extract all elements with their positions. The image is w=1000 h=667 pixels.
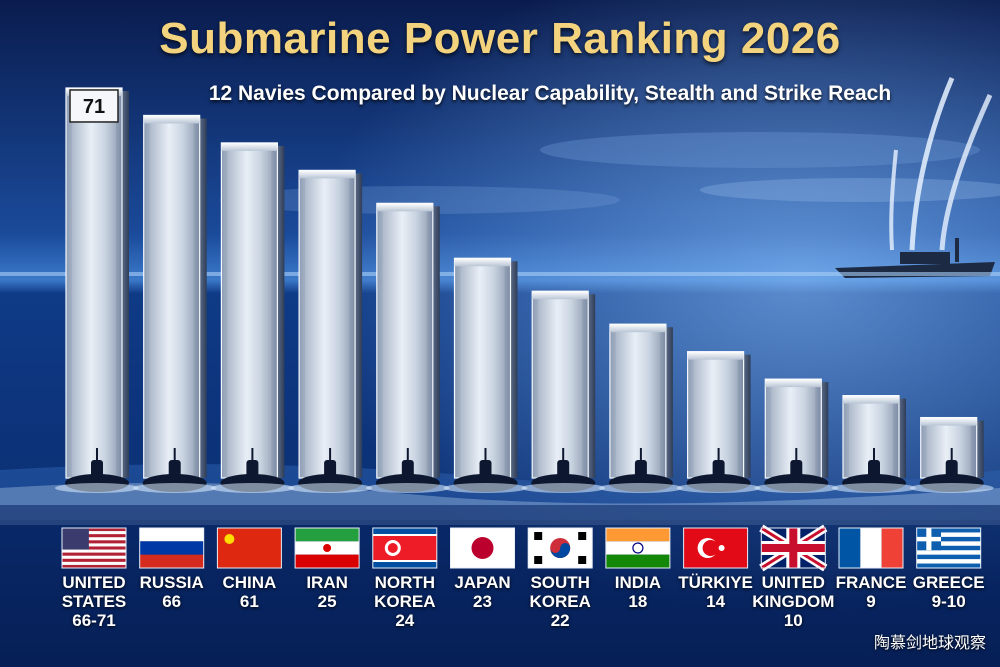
france-flag-icon bbox=[838, 527, 904, 569]
uk-flag-icon bbox=[759, 524, 828, 572]
chart-title: Submarine Power Ranking 2026 bbox=[159, 14, 841, 63]
category-value-label: 10 bbox=[783, 611, 803, 630]
category-label: RUSSIA 66 bbox=[130, 573, 214, 611]
north-korea-flag-icon bbox=[372, 527, 438, 569]
submarine-icon bbox=[443, 448, 528, 493]
submarine-icon bbox=[832, 448, 916, 493]
category-name: SOUTH KOREA bbox=[529, 573, 591, 611]
submarine-icon bbox=[288, 448, 373, 493]
south-korea-flag-icon bbox=[527, 527, 593, 569]
turkiye-flag-icon bbox=[683, 527, 749, 569]
bar bbox=[443, 257, 528, 493]
category-value-label: 66-71 bbox=[72, 611, 116, 630]
category-value-label: 18 bbox=[628, 592, 648, 611]
category-label: NORTH KOREA 24 bbox=[363, 573, 447, 630]
category-label: CHINA 61 bbox=[207, 573, 291, 611]
category-name: IRAN bbox=[306, 573, 348, 592]
category-value-label: 24 bbox=[395, 611, 415, 630]
category-value-label: 9 bbox=[866, 592, 876, 611]
bar bbox=[832, 395, 916, 493]
us-flag-icon bbox=[61, 527, 127, 569]
category-label: JAPAN 23 bbox=[441, 573, 525, 611]
submarine-icon bbox=[210, 448, 295, 493]
category-value-label: 22 bbox=[550, 611, 570, 630]
bar bbox=[521, 290, 606, 493]
category-name: INDIA bbox=[614, 573, 662, 592]
top-value-box bbox=[69, 89, 119, 123]
category-value-label: 61 bbox=[239, 592, 259, 611]
china-flag-icon bbox=[216, 527, 282, 569]
category-label: GREECE 9-10 bbox=[907, 573, 991, 611]
category-name: JAPAN bbox=[454, 573, 511, 592]
iran-flag-icon bbox=[294, 527, 360, 569]
india-flag-icon bbox=[605, 527, 671, 569]
category-name: GREECE bbox=[912, 573, 985, 592]
category-name: CHINA bbox=[222, 573, 277, 592]
greece-flag-icon bbox=[916, 527, 982, 569]
category-value-label: 9-10 bbox=[931, 592, 966, 611]
category-label: UNITED STATES 66-71 bbox=[52, 573, 136, 630]
category-name: TÜRKIYE bbox=[678, 573, 753, 592]
bar bbox=[365, 202, 450, 493]
category-name: RUSSIA bbox=[139, 573, 204, 592]
category-label: SOUTH KOREA 22 bbox=[518, 573, 602, 630]
category-value-label: 23 bbox=[473, 592, 492, 611]
category-label: IRAN 25 bbox=[285, 573, 369, 611]
bar bbox=[288, 169, 373, 493]
top-value-label: 71 bbox=[83, 96, 105, 118]
watermark: 陶慕剑地球观察 bbox=[873, 633, 986, 652]
category-value-label: 14 bbox=[706, 592, 726, 611]
submarine-icon bbox=[521, 448, 606, 493]
bar bbox=[754, 378, 839, 493]
submarine-icon bbox=[909, 448, 994, 493]
category-label: FRANCE 9 bbox=[829, 573, 913, 611]
category-name: FRANCE bbox=[835, 573, 907, 592]
bar bbox=[132, 114, 217, 493]
chart-subtitle: 12 Navies Compared by Nuclear Capability… bbox=[208, 82, 892, 105]
bar bbox=[598, 323, 683, 493]
russia-flag-icon bbox=[139, 527, 205, 569]
japan-flag-icon bbox=[450, 527, 515, 569]
submarine-icon bbox=[754, 448, 839, 493]
bar bbox=[210, 142, 295, 493]
category-name: UNITED STATES bbox=[61, 573, 127, 611]
category-value-label: 25 bbox=[317, 592, 337, 611]
submarine-icon bbox=[598, 448, 683, 493]
submarine-icon bbox=[365, 448, 450, 493]
submarine-icon bbox=[132, 448, 217, 493]
category-name: NORTH KOREA bbox=[374, 573, 436, 611]
category-value-label: 66 bbox=[162, 592, 182, 611]
bar bbox=[676, 351, 761, 493]
category-label: UNITED KINGDOM 10 bbox=[751, 573, 835, 630]
bar bbox=[55, 87, 139, 493]
bar bbox=[909, 416, 994, 493]
category-name: UNITED KINGDOM bbox=[752, 573, 835, 611]
category-label: TÜRKIYE 14 bbox=[674, 573, 758, 611]
submarine-icon bbox=[55, 448, 139, 493]
category-label: INDIA 18 bbox=[596, 573, 680, 611]
submarine-icon bbox=[676, 448, 761, 493]
